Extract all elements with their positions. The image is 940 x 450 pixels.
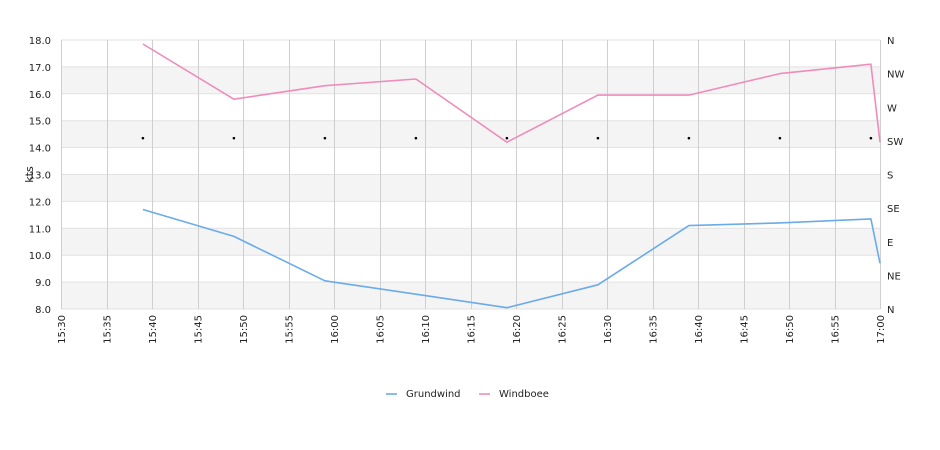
x-tick-label: 16:40 xyxy=(694,315,705,344)
y-tick-label: 8.0 xyxy=(35,305,51,316)
series-line-windboee xyxy=(142,43,881,143)
legend: Grundwind Windboee xyxy=(386,389,549,400)
x-tick-label: 17:00 xyxy=(876,315,887,344)
direction-marker xyxy=(505,136,509,140)
direction-marker xyxy=(869,136,873,140)
grid-band xyxy=(61,282,880,309)
direction-tick-label: NE xyxy=(887,271,901,282)
direction-marker xyxy=(414,136,418,140)
series-line-grundwind xyxy=(142,208,881,309)
x-tick-label: 16:25 xyxy=(558,315,569,344)
x-tick-label: 16:45 xyxy=(740,315,751,344)
series-lines xyxy=(142,43,881,309)
x-tick-label: 16:50 xyxy=(785,315,796,344)
y-tick-label: 15.0 xyxy=(29,117,51,128)
grid-band xyxy=(61,120,880,148)
direction-marker xyxy=(687,136,691,140)
x-tick-label: 16:00 xyxy=(330,315,341,344)
direction-tick-label: S xyxy=(887,171,893,182)
y-tick-label: 12.0 xyxy=(29,197,51,208)
direction-markers xyxy=(141,136,873,140)
direction-marker xyxy=(232,136,236,140)
x-tick-label: 16:30 xyxy=(603,315,614,344)
direction-marker xyxy=(323,136,327,140)
x-tick-label: 15:30 xyxy=(57,315,68,344)
grid-band xyxy=(61,255,880,283)
direction-marker xyxy=(596,136,600,140)
grid-band xyxy=(61,228,880,256)
x-tick-label: 15:35 xyxy=(103,315,114,344)
y-tick-label: 14.0 xyxy=(29,144,51,155)
x-tick-label: 16:20 xyxy=(512,315,523,344)
grid-band xyxy=(61,174,880,202)
direction-tick-label: NW xyxy=(887,70,904,81)
direction-axis-tick-labels: N NE E SE S SW W NW N xyxy=(887,36,904,316)
grid-bands xyxy=(61,39,880,310)
direction-marker xyxy=(778,136,782,140)
x-tick-label: 15:55 xyxy=(285,315,296,344)
direction-tick-label: SW xyxy=(887,137,903,148)
y-axis-title: kts xyxy=(23,166,36,183)
y-tick-label: 16.0 xyxy=(29,90,51,101)
grid-band xyxy=(61,66,880,94)
direction-marker xyxy=(141,136,145,140)
x-tick-label: 16:15 xyxy=(467,315,478,344)
direction-tick-label: N xyxy=(887,305,894,316)
direction-tick-label: N xyxy=(887,36,894,47)
y-tick-label: 13.0 xyxy=(29,171,51,182)
y-tick-label: 9.0 xyxy=(35,278,51,289)
direction-tick-label: SE xyxy=(887,204,900,215)
y-axis-tick-labels: 8.0 9.0 10.0 11.0 12.0 13.0 14.0 15.0 16.0 17.0 18… xyxy=(29,36,51,316)
x-tick-label: 16:35 xyxy=(649,315,660,344)
x-tick-label: 15:50 xyxy=(239,315,250,344)
x-tick-label: 16:55 xyxy=(831,315,842,344)
direction-tick-label: E xyxy=(887,238,893,249)
x-tick-label: 16:10 xyxy=(421,315,432,344)
x-axis-tick-labels: 15:30 15:35 15:40 15:45 15:50 15:55 16:00 16:05… xyxy=(57,315,887,344)
y-tick-label: 18.0 xyxy=(29,36,51,47)
x-tick-label: 15:40 xyxy=(148,315,159,344)
direction-tick-label: W xyxy=(887,103,897,114)
grid-band xyxy=(61,40,880,67)
x-tick-label: 16:05 xyxy=(376,315,387,344)
grid-band xyxy=(61,147,880,175)
x-tick-label: 15:45 xyxy=(194,315,205,344)
y-tick-label: 11.0 xyxy=(29,224,51,235)
legend-label: Windboee xyxy=(499,389,549,400)
y-tick-label: 17.0 xyxy=(29,63,51,74)
y-tick-label: 10.0 xyxy=(29,251,51,262)
legend-label: Grundwind xyxy=(406,389,461,400)
